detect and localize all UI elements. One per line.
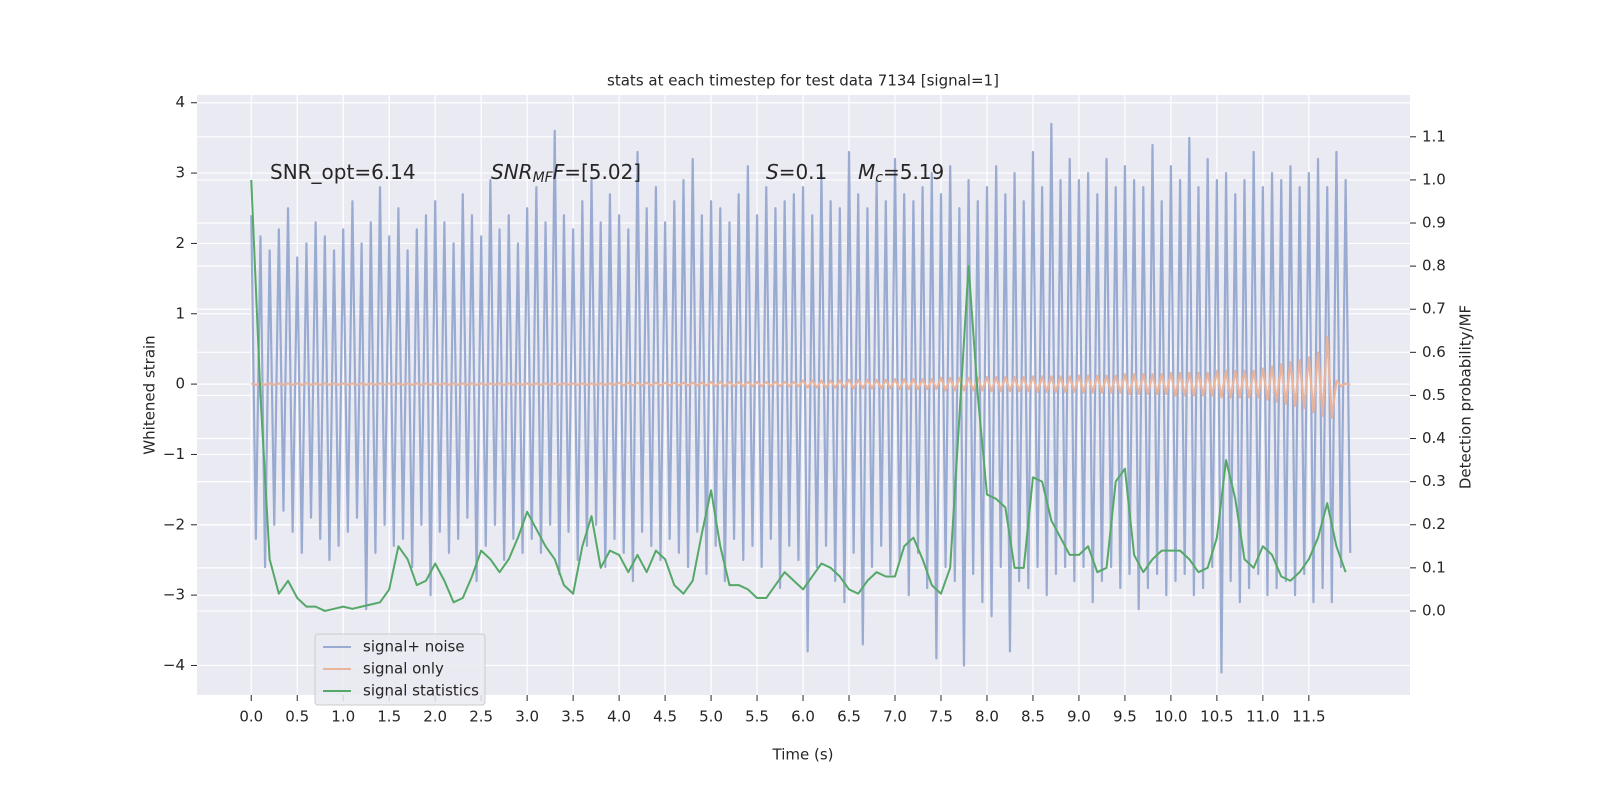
x-tick-label: 5.0: [699, 708, 723, 726]
y2-tick-label: 0.3: [1422, 472, 1446, 490]
annotation-part: F: [553, 160, 565, 184]
annotation-part: =0.1: [779, 160, 828, 184]
annotation-part: MF: [533, 170, 554, 186]
y2-tick-label: 0.9: [1422, 214, 1446, 232]
y-tick-label: 1: [175, 304, 185, 322]
y2-tick-label: 1.1: [1422, 127, 1446, 145]
annotation-part: S: [766, 160, 779, 184]
y2-tick-label: 0.8: [1422, 257, 1446, 275]
annotation-part: c: [875, 170, 883, 186]
x-tick-label: 7.5: [929, 708, 953, 726]
y2-tick-label: 0.4: [1422, 429, 1446, 447]
y-tick-label: 4: [175, 93, 185, 111]
y2-tick-label: 0.7: [1422, 300, 1446, 318]
x-tick-label: 0.0: [239, 708, 263, 726]
annotation-part: SNR: [491, 160, 533, 184]
y-tick-label: 2: [175, 234, 185, 252]
x-tick-label: 5.5: [745, 708, 769, 726]
y2-tick-label: 0.0: [1422, 601, 1446, 619]
x-tick-label: 10.5: [1200, 708, 1233, 726]
series-line: [250, 179, 1347, 612]
x-tick-label: 8.5: [1021, 708, 1045, 726]
series-line: [250, 122, 1352, 674]
y-tick-label: −1: [163, 445, 185, 463]
x-tick-label: 3.5: [561, 708, 585, 726]
y2-tick-label: 0.6: [1422, 343, 1446, 361]
y-tick-label: 0: [175, 375, 185, 393]
x-tick-label: 2.5: [469, 708, 493, 726]
annotation-part: SNR_opt=6.14: [270, 160, 416, 184]
x-tick-label: 10.0: [1154, 708, 1187, 726]
x-tick-label: 9.5: [1113, 708, 1137, 726]
y-axis-label: Whitened strain: [141, 335, 159, 454]
x-tick-label: 4.0: [607, 708, 631, 726]
legend-label: signal+ noise: [363, 638, 465, 656]
x-tick-label: 2.0: [423, 708, 447, 726]
annotation: S=0.1: [766, 160, 827, 184]
y-tick-label: −2: [163, 515, 185, 533]
x-tick-label: 9.0: [1067, 708, 1091, 726]
y2-tick-label: 0.5: [1422, 386, 1446, 404]
legend-label: signal statistics: [363, 682, 479, 700]
chart-title: stats at each timestep for test data 713…: [607, 72, 999, 90]
annotation: SNRMFF=[5.02]: [491, 160, 641, 187]
x-tick-label: 6.5: [837, 708, 861, 726]
annotation-part: =5.19: [883, 160, 944, 184]
annotation: Mc=5.19: [858, 160, 944, 187]
y2-tick-label: 0.2: [1422, 515, 1446, 533]
x-tick-label: 1.5: [377, 708, 401, 726]
annotation: SNR_opt=6.14: [270, 160, 416, 184]
x-tick-label: 1.0: [331, 708, 355, 726]
y-tick-label: −4: [163, 656, 185, 674]
x-tick-label: 8.0: [975, 708, 999, 726]
x-tick-label: 3.0: [515, 708, 539, 726]
x-tick-label: 6.0: [791, 708, 815, 726]
y2-axis-label: Detection probability/MF: [1457, 305, 1475, 489]
y2-tick-label: 1.0: [1422, 170, 1446, 188]
y2-tick-label: 0.1: [1422, 558, 1446, 576]
x-tick-label: 7.0: [883, 708, 907, 726]
series-line: [250, 335, 1351, 419]
x-tick-label: 11.5: [1292, 708, 1325, 726]
y-tick-label: 3: [175, 164, 185, 182]
y-tick-label: −3: [163, 586, 185, 604]
x-tick-label: 4.5: [653, 708, 677, 726]
annotation-part: =[5.02]: [564, 160, 641, 184]
annotation-part: M: [858, 160, 875, 184]
x-tick-label: 0.5: [285, 708, 309, 726]
legend-label: signal only: [363, 660, 444, 678]
legend-box: [314, 633, 486, 706]
x-axis-label: Time (s): [772, 746, 834, 764]
x-tick-label: 11.0: [1246, 708, 1279, 726]
